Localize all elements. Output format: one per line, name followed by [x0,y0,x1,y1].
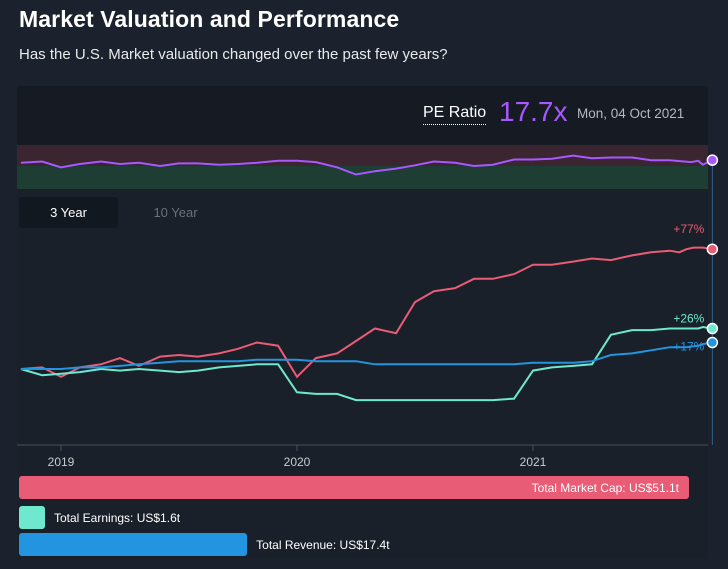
x-tick-label: 2020 [284,455,311,469]
pe-ratio-value: 17.7x [499,96,568,127]
total-earnings-end-point [706,322,719,335]
pe-ratio-end-point [706,154,719,166]
pe-band-low [17,166,708,189]
total-revenue-end-point [706,336,719,349]
total-revenue-bar-label: Total Revenue: US$17.4t [256,538,390,552]
total-revenue-line [20,341,713,370]
pe-band-high [17,145,708,166]
total-revenue-change-label: +17% [673,340,704,354]
x-tick-label: 2019 [48,455,75,469]
pe-ratio-label[interactable]: PE Ratio [423,104,487,125]
x-tick-label: 2021 [520,455,547,469]
pe-ratio-date: Mon, 04 Oct 2021 [577,106,685,121]
total-earnings-change-label: +26% [673,312,704,326]
page-title: Market Valuation and Performance [19,6,400,32]
total-market-cap-bar-label: Total Market Cap: US$51.1t [531,481,679,495]
total-revenue-bar [19,533,247,556]
total-market-cap-end-point [706,243,719,255]
total-earnings-bar [19,506,45,529]
total-market-cap-change-label: +77% [673,222,704,236]
total-market-cap-bar [19,476,689,499]
tab-10-year[interactable]: 10 Year [153,205,198,220]
total-earnings-bar-label: Total Earnings: US$1.6t [54,511,181,525]
pe-ratio-line [20,154,713,176]
total-earnings-line [20,325,713,402]
tab-3-year[interactable]: 3 Year [19,197,118,228]
total-market-cap-line [20,246,713,379]
page-subtitle: Has the U.S. Market valuation changed ov… [19,46,448,63]
